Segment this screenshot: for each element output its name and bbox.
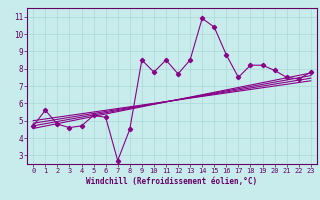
X-axis label: Windchill (Refroidissement éolien,°C): Windchill (Refroidissement éolien,°C) [86, 177, 258, 186]
